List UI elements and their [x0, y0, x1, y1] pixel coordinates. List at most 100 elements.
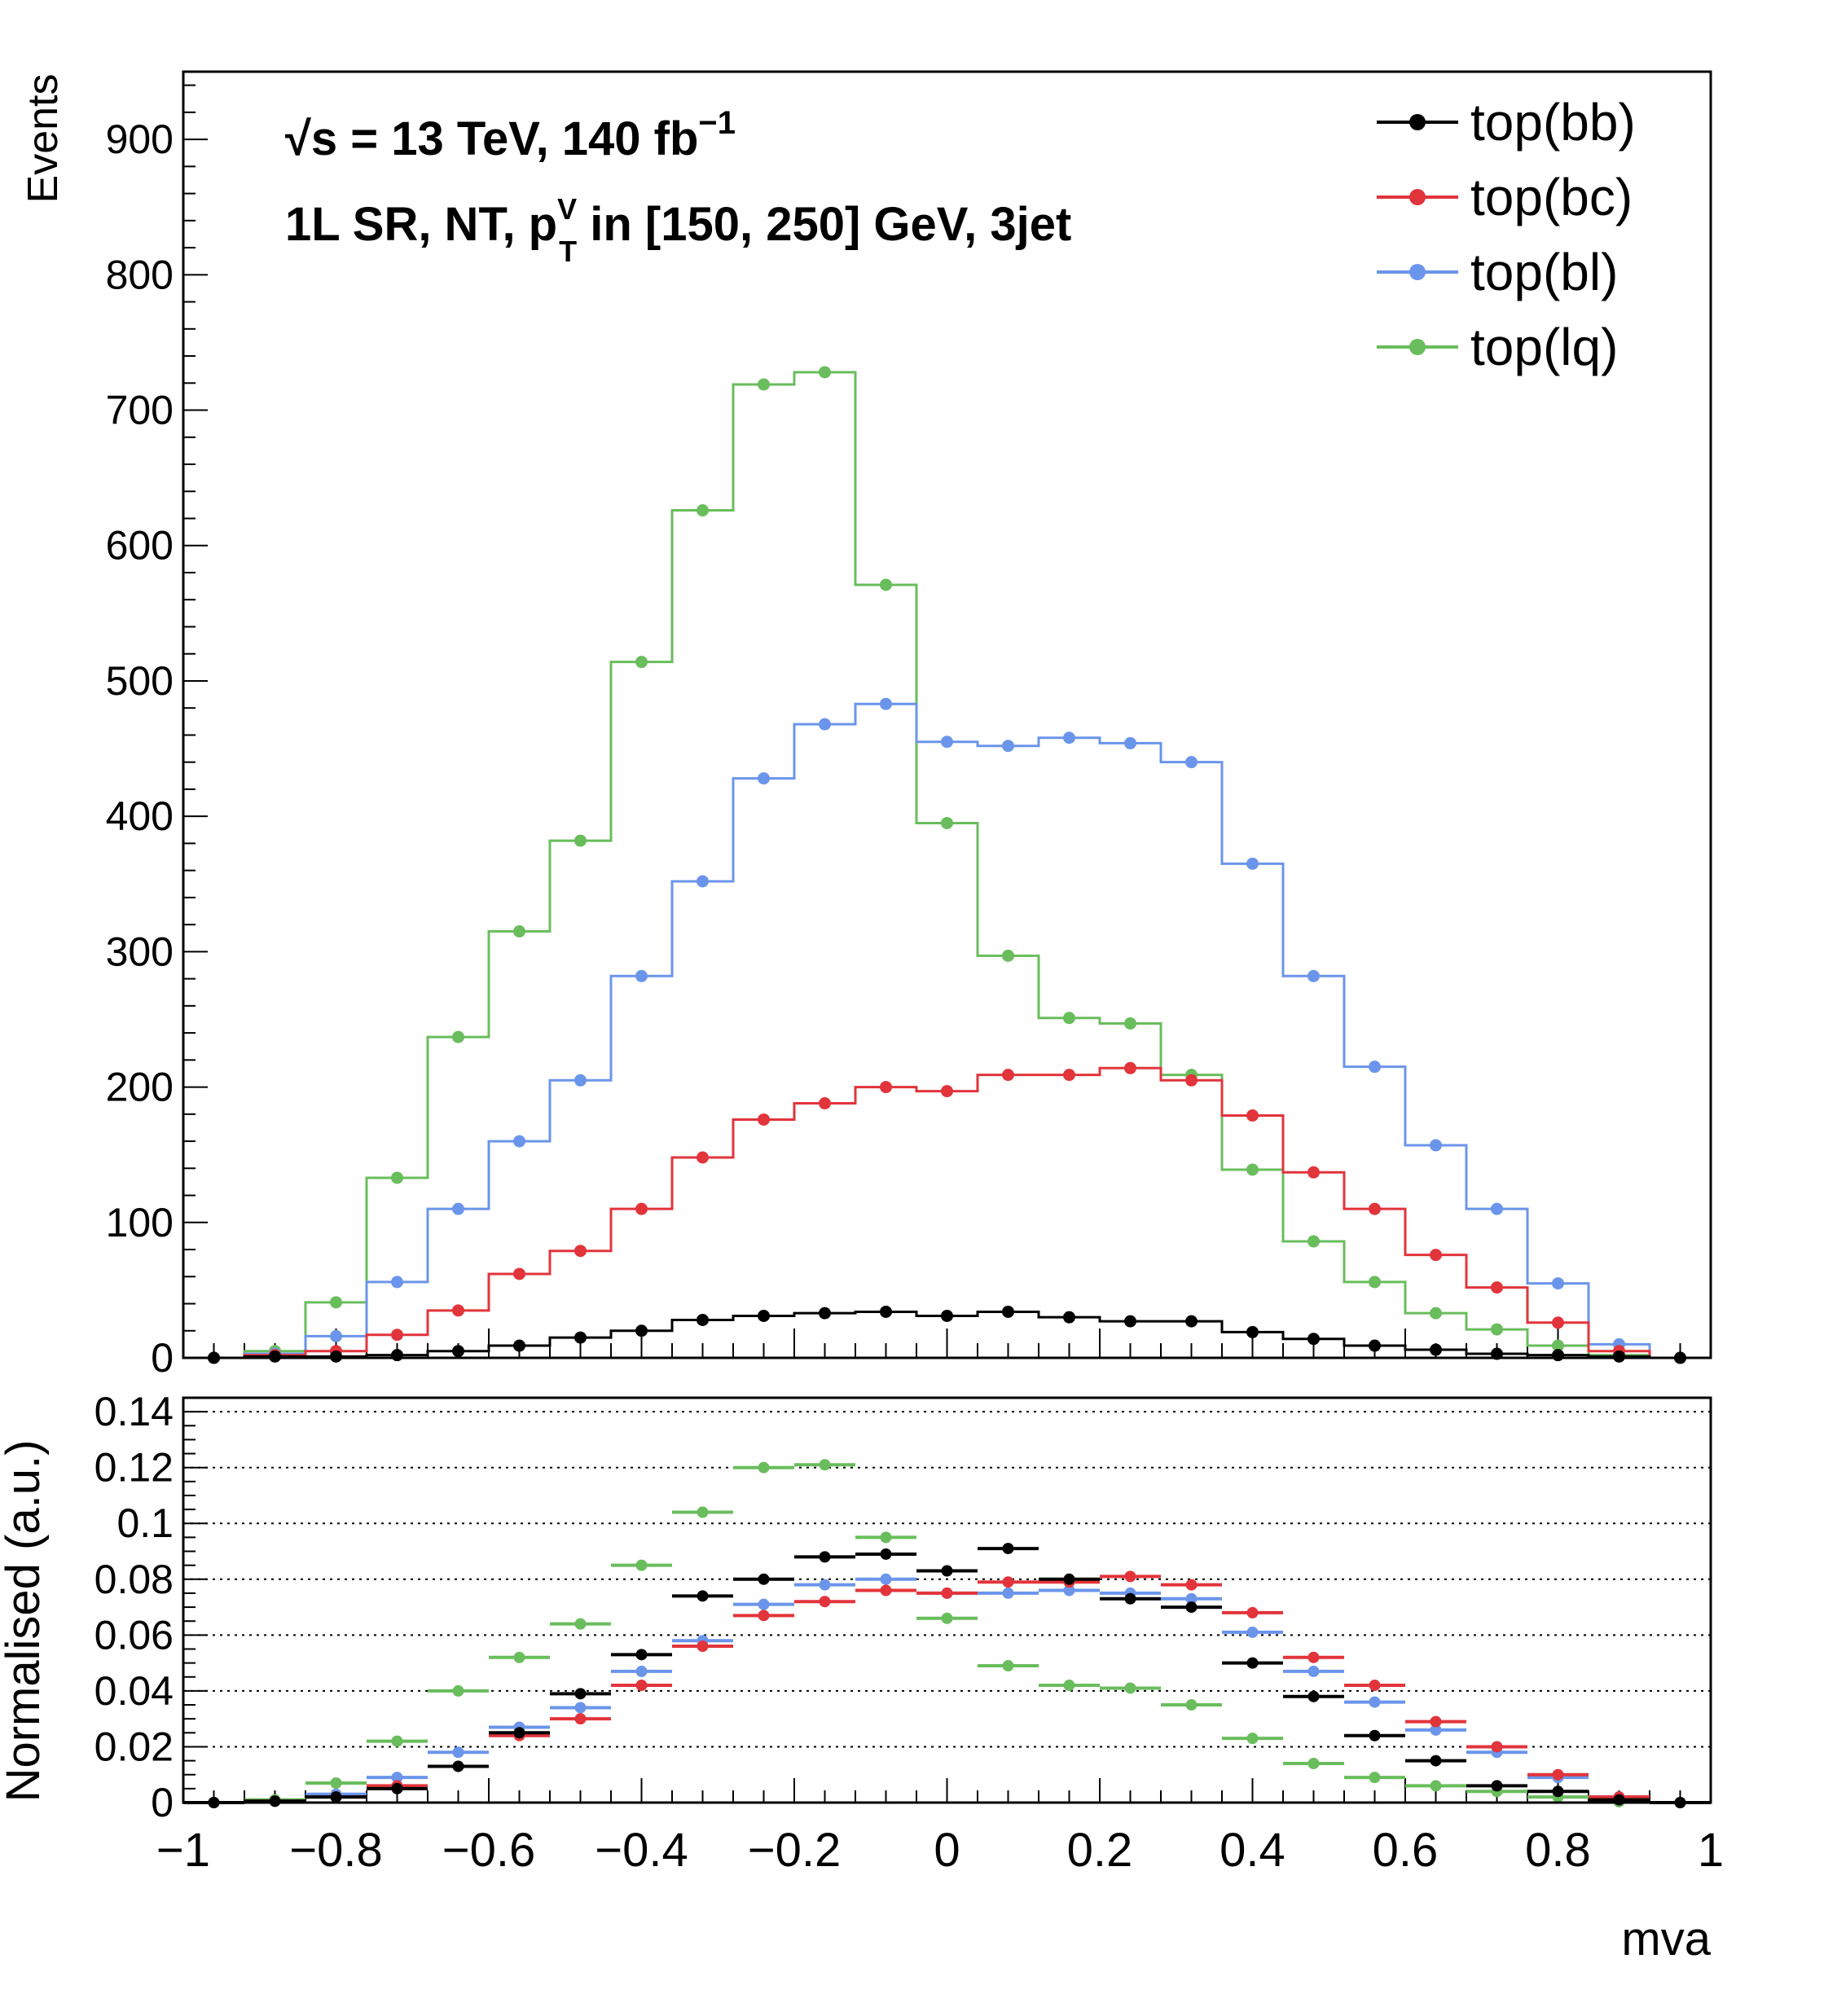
data-point-top(bb): [819, 1307, 831, 1320]
data-point-top(bl): [391, 1276, 403, 1289]
normalised-point-top(bb): [1246, 1657, 1259, 1669]
data-point-top(bl): [574, 1074, 587, 1087]
normalised-point-top(bc): [941, 1587, 953, 1599]
upper-panel-frame: [182, 70, 1712, 1359]
y-tick-label-lower: 0.06: [94, 1612, 174, 1658]
data-point-top(bc): [1002, 1069, 1014, 1082]
data-point-top(lq): [1307, 1235, 1320, 1248]
y-tick-label-lower: 0.12: [94, 1445, 174, 1491]
data-point-top(bc): [880, 1081, 892, 1094]
x-tick-label: 0.6: [1373, 1824, 1439, 1877]
data-point-top(bb): [330, 1350, 342, 1363]
y-tick-label-lower: 0.08: [94, 1557, 174, 1602]
data-point-top(bc): [1063, 1069, 1075, 1082]
normalised-series-top(bc): [183, 1570, 1711, 1808]
y-tick-label-lower: 0.1: [116, 1500, 174, 1546]
x-tick-label: 0: [934, 1824, 960, 1877]
normalised-point-top(bb): [697, 1590, 709, 1602]
annotation-energy-lumi: = 13 TeV, 140 fb: [337, 112, 698, 165]
normalised-point-top(bb): [1369, 1729, 1381, 1741]
legend-marker-top(lq): [1409, 339, 1426, 355]
data-point-top(bl): [1002, 740, 1014, 753]
normalised-point-top(lq): [758, 1461, 770, 1474]
data-point-top(bb): [1430, 1343, 1442, 1356]
y-axis-title-lower: Normalised (a.u.): [0, 1440, 50, 1803]
data-point-top(lq): [1552, 1339, 1564, 1352]
normalised-point-top(bc): [1185, 1579, 1198, 1591]
data-point-top(bb): [941, 1309, 953, 1322]
data-point-top(bc): [513, 1267, 525, 1280]
data-point-top(lq): [819, 366, 831, 379]
normalised-point-top(bl): [452, 1746, 464, 1759]
y-tick-label-upper: 200: [106, 1065, 174, 1110]
data-point-top(bc): [1307, 1166, 1320, 1179]
data-point-top(lq): [880, 578, 892, 591]
normalised-point-top(bc): [635, 1680, 648, 1692]
data-point-top(bb): [635, 1324, 648, 1337]
normalised-point-top(bc): [758, 1610, 770, 1622]
x-tick-label: −0.4: [595, 1824, 688, 1877]
data-point-top(lq): [697, 504, 709, 517]
normalised-point-top(lq): [330, 1777, 342, 1790]
data-point-top(bb): [1185, 1315, 1198, 1328]
normalised-point-top(lq): [1369, 1772, 1381, 1784]
normalised-point-top(bb): [1063, 1573, 1075, 1585]
data-point-top(bl): [1491, 1202, 1503, 1215]
x-tick-label: 0.8: [1525, 1824, 1591, 1877]
data-point-top(bb): [1552, 1349, 1564, 1362]
x-tick-label: 0.4: [1220, 1824, 1285, 1877]
data-point-top(bb): [1002, 1305, 1014, 1318]
data-point-top(bl): [1124, 736, 1136, 749]
x-tick-label: 0.2: [1067, 1824, 1133, 1877]
normalised-point-top(bb): [1002, 1543, 1014, 1555]
data-point-top(bc): [1124, 1061, 1136, 1074]
normalised-point-top(lq): [1246, 1733, 1259, 1745]
data-point-top(bc): [697, 1151, 709, 1164]
normalised-point-top(bb): [452, 1760, 464, 1772]
normalised-point-top(bc): [1307, 1651, 1320, 1663]
x-tick-label: −0.2: [748, 1824, 842, 1877]
normalised-point-top(bl): [1002, 1587, 1014, 1599]
data-point-top(bl): [697, 875, 709, 888]
normalised-point-top(bl): [880, 1573, 892, 1585]
lower-panel-series: [183, 1459, 1711, 1808]
data-point-top(bb): [1613, 1350, 1625, 1363]
y-tick-label-upper: 600: [106, 523, 174, 569]
lower-panel-frame: [182, 1396, 1712, 1804]
normalised-point-top(bb): [1124, 1592, 1136, 1605]
y-tick-label-upper: 900: [106, 116, 174, 162]
upper-panel-ticks: [182, 84, 1712, 1359]
data-point-top(bl): [1307, 969, 1320, 982]
y-tick-label-upper: 700: [106, 388, 174, 433]
normalised-point-top(bc): [1002, 1576, 1014, 1588]
data-point-top(bl): [1185, 756, 1198, 769]
data-point-top(bl): [513, 1135, 525, 1148]
normalised-point-top(bc): [1491, 1741, 1503, 1753]
x-tick-label: −1: [156, 1824, 210, 1877]
data-point-top(bb): [269, 1350, 281, 1363]
data-point-top(bl): [1369, 1061, 1381, 1074]
normalised-point-top(bb): [819, 1551, 831, 1563]
data-point-top(bb): [574, 1331, 587, 1344]
data-point-top(lq): [1246, 1163, 1259, 1176]
histogram-step-top(bc): [183, 1066, 1711, 1359]
normalised-point-top(bb): [1430, 1755, 1442, 1767]
normalised-point-top(bl): [1246, 1626, 1259, 1638]
normalised-point-top(lq): [1430, 1780, 1442, 1792]
normalised-point-top(bb): [880, 1548, 892, 1560]
x-tick-labels: −1 −0.8 −0.6 −0.4 −0.2 0 0.2 0.4 0.6 0.8 1: [156, 1824, 1724, 1877]
normalised-point-top(lq): [1185, 1699, 1198, 1711]
normalised-point-top(bc): [1552, 1768, 1564, 1781]
normalised-point-top(bc): [1430, 1715, 1442, 1728]
lower-y-tick-labels: 0 0.02 0.04 0.06 0.08 0.1 0.12 0.14: [94, 1389, 174, 1825]
normalised-point-top(lq): [1002, 1660, 1014, 1672]
data-point-top(bc): [1552, 1316, 1564, 1329]
legend-marker-top(bc): [1409, 189, 1426, 205]
data-point-top(bc): [635, 1202, 648, 1215]
x-tick-label: −0.8: [289, 1824, 383, 1877]
data-point-top(bl): [330, 1329, 342, 1342]
data-point-top(bc): [1369, 1202, 1381, 1215]
data-point-top(bc): [452, 1304, 464, 1317]
data-point-top(bb): [1124, 1315, 1136, 1328]
